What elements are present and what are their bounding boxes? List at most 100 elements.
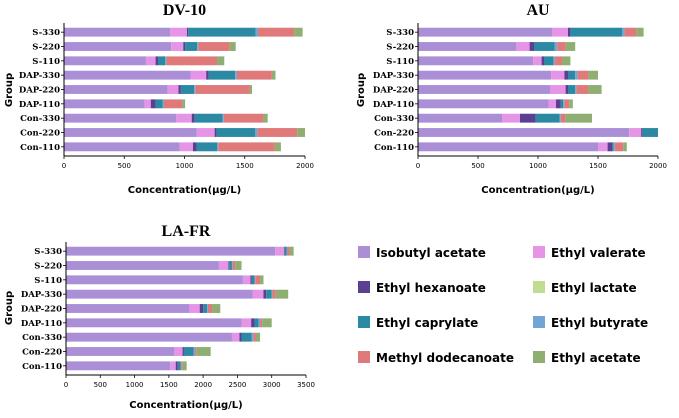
legend-swatch <box>533 281 545 293</box>
bar-segment-ethyl-caprylate <box>535 113 560 123</box>
bar-segment-ethyl-hexanoate <box>250 275 252 285</box>
chart-panel-au: AU Group Concentration(μg/L) S-330 S-220 S… <box>356 2 667 196</box>
y-tick-label: S-220 <box>32 43 60 53</box>
bar-segment-isobutyl-acetate <box>64 113 177 123</box>
bar-segment-ethyl-butyrate <box>197 42 199 51</box>
bar-segment-ethyl-acetate <box>262 318 272 328</box>
x-tick-label: 500 <box>471 162 484 170</box>
y-tick-label: Con-220 <box>22 348 62 358</box>
y-tick-label: Con-110 <box>22 362 62 372</box>
bar-segment-isobutyl-acetate <box>64 128 197 137</box>
bar-segment-ethyl-valerate <box>550 85 566 94</box>
x-tick-label: 2000 <box>649 162 667 170</box>
bar-segment-ethyl-hexanoate <box>556 99 561 109</box>
y-tick-label: DAP-220 <box>19 86 60 96</box>
bar-segment-ethyl-hexanoate <box>565 85 568 94</box>
bar-segment-ethyl-butyrate <box>222 113 224 123</box>
y-tick-label: S-220 <box>386 43 414 53</box>
bar-segment-ethyl-acetate <box>294 27 303 37</box>
bar-segment-ethyl-caprylate <box>560 99 564 109</box>
legend-label: Ethyl valerate <box>551 246 646 260</box>
bar-segment-methyl-dodecanoate <box>236 70 272 80</box>
y-tick-label: DAP-220 <box>373 86 414 96</box>
bar-segment-isobutyl-acetate <box>64 85 168 94</box>
bar-segment-ethyl-caprylate <box>180 85 195 94</box>
legend-swatch <box>358 316 370 328</box>
bar-segment-ethyl-hexanoate <box>150 99 156 109</box>
bar-segment-isobutyl-acetate <box>64 99 145 109</box>
bar-segment-isobutyl-acetate <box>66 347 175 356</box>
bar-segment-ethyl-valerate <box>629 128 642 137</box>
bar-segment-ethyl-butyrate <box>254 275 256 285</box>
bar-segment-ethyl-valerate <box>516 42 530 51</box>
bar-segment-ethyl-valerate <box>190 70 207 80</box>
bar-segment-methyl-dodecanoate <box>232 261 236 270</box>
bar-segment-methyl-dodecanoate <box>272 289 276 299</box>
bar-segment-ethyl-caprylate <box>208 70 236 80</box>
bar-segment-ethyl-acetate <box>182 99 186 109</box>
bar-segment-ethyl-valerate <box>548 99 556 109</box>
bar-segment-isobutyl-acetate <box>418 70 552 80</box>
bar-segment-isobutyl-acetate <box>418 56 534 66</box>
x-tick-label: 2000 <box>296 162 314 170</box>
bar-segment-ethyl-butyrate <box>207 304 208 313</box>
bar-segment-ethyl-caprylate <box>568 70 576 80</box>
bar-segment-isobutyl-acetate <box>418 27 553 37</box>
bar-segment-ethyl-caprylate <box>568 85 576 94</box>
bar-segment-methyl-dodecanoate <box>624 27 637 37</box>
bar-segment-ethyl-valerate <box>167 85 179 94</box>
y-tick-label: Con-330 <box>22 333 62 343</box>
bar-segment-ethyl-valerate <box>252 289 264 299</box>
x-tick-label: 0 <box>64 381 68 389</box>
bar-segment-ethyl-acetate <box>565 113 592 123</box>
bar-segment-ethyl-hexanoate <box>239 332 242 342</box>
bar-segment-isobutyl-acetate <box>418 42 517 51</box>
bar-segment-ethyl-hexanoate <box>251 318 255 328</box>
y-tick-label: Con-220 <box>374 129 414 139</box>
bar-segment-ethyl-butyrate <box>271 289 273 299</box>
bar-segment-isobutyl-acetate <box>66 361 171 371</box>
bar-segment-ethyl-butyrate <box>559 113 561 123</box>
bar-segment-ethyl-valerate <box>170 27 187 37</box>
chart-panel-lafr: LA-FR Group Concentration(μg/L) S-330 S-2… <box>4 223 315 411</box>
bar-segment-methyl-dodecanoate <box>194 347 197 356</box>
bar-segment-methyl-dodecanoate <box>576 85 589 94</box>
x-tick-label: 1500 <box>236 162 254 170</box>
bar-segment-methyl-dodecanoate <box>253 332 256 342</box>
legend-swatch <box>358 281 370 293</box>
bar-segment-ethyl-valerate <box>502 113 520 123</box>
bar-segment-isobutyl-acetate <box>64 56 146 66</box>
bar-segment-ethyl-hexanoate <box>206 70 209 80</box>
bar-segment-ethyl-acetate <box>260 275 264 285</box>
bar-segment-ethyl-hexanoate <box>214 128 217 137</box>
y-tick-label: DAP-110 <box>21 319 62 329</box>
bar-segment-ethyl-acetate <box>588 70 598 80</box>
bar-segment-ethyl-butyrate <box>180 361 182 371</box>
y-tick-label: DAP-330 <box>373 71 414 81</box>
bar-segment-methyl-dodecanoate <box>614 142 624 152</box>
bar-segment-ethyl-valerate <box>170 361 176 371</box>
bar-segment-methyl-dodecanoate <box>181 361 183 371</box>
bar-segment-methyl-dodecanoate <box>260 318 263 328</box>
bar-segment-ethyl-caprylate <box>203 304 208 313</box>
bar-segment-ethyl-hexanoate <box>192 142 197 152</box>
bar-segment-ethyl-caprylate <box>185 42 198 51</box>
chart-panel-dv10: DV-10 Group Concentration(μg/L) S-330 S-2… <box>4 2 314 196</box>
y-tick-label: S-110 <box>34 276 62 286</box>
bar-segment-ethyl-butyrate <box>193 347 195 356</box>
bar-segment-ethyl-hexanoate <box>564 70 568 80</box>
bar-segment-ethyl-caprylate <box>194 113 223 123</box>
bar-segment-methyl-dodecanoate <box>166 56 218 66</box>
bar-segment-ethyl-caprylate <box>612 142 614 152</box>
bar-segment-ethyl-butyrate <box>231 261 233 270</box>
y-tick-label: S-330 <box>32 28 60 38</box>
bar-segment-ethyl-butyrate <box>235 70 237 80</box>
bar-segment-ethyl-valerate <box>174 347 183 356</box>
bar-segment-ethyl-valerate <box>551 70 565 80</box>
bar-segment-isobutyl-acetate <box>418 113 502 123</box>
bar-segment-ethyl-caprylate <box>188 27 256 37</box>
bar-segment-ethyl-valerate <box>275 246 285 256</box>
bar-segment-ethyl-hexanoate <box>284 246 285 256</box>
bar-segment-ethyl-butyrate <box>575 70 578 80</box>
